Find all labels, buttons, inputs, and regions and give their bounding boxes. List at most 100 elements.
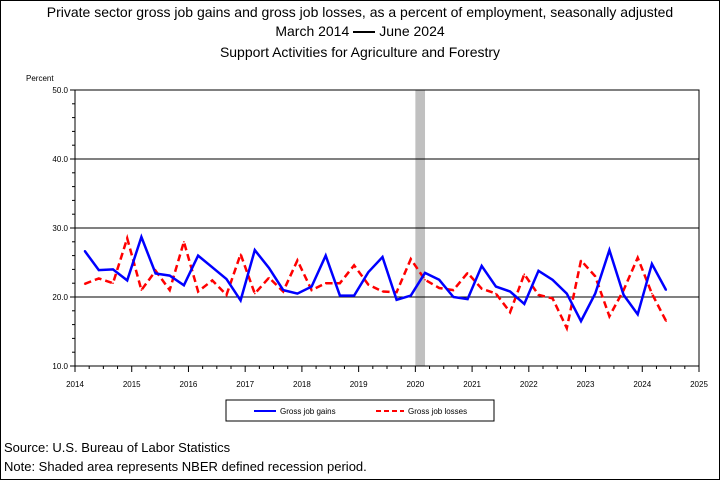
point-gains-23 [410,294,412,297]
series-line-gross-job-gains [83,233,668,324]
point-losses-26 [452,289,455,291]
minor-ticks [72,103,700,372]
y-tick-label-10.0: 10.0 [52,362,68,371]
point-gains-26 [452,296,455,298]
point-losses-21 [381,290,384,293]
point-gains-22 [395,298,398,301]
point-gains-1 [98,269,100,271]
date-range-dash [353,31,376,34]
point-gains-13 [268,267,270,269]
point-gains-32 [537,269,540,272]
point-losses-11 [239,253,242,256]
point-losses-32 [537,294,540,296]
point-gains-38 [622,294,625,296]
date-range-end: June 2024 [379,23,445,39]
point-gains-11 [239,299,242,302]
point-gains-15 [296,292,299,295]
point-losses-0 [83,283,86,285]
point-gains-27 [466,298,469,300]
point-losses-6 [168,289,171,291]
point-gains-3 [126,279,128,282]
point-gains-33 [551,278,554,281]
chart-subtitle: Support Activities for Agriculture and F… [219,44,501,60]
point-gains-16 [310,285,313,288]
point-losses-34 [566,327,568,329]
point-losses-2 [112,282,114,285]
y-tick-label-40.0: 40.0 [52,155,68,164]
point-losses-7 [183,241,185,243]
x-tick-label-2018: 2018 [293,380,311,389]
point-gains-7 [183,284,185,287]
plot-border [74,89,700,367]
y-axis-label: Percent [26,74,54,83]
recession-note: Note: Shaded area represents NBER define… [4,459,367,474]
point-losses-39 [636,256,639,259]
point-gains-37 [608,249,611,251]
point-losses-1 [98,277,100,280]
point-losses-14 [282,290,284,293]
point-gains-14 [282,289,284,291]
point-gains-30 [509,290,511,293]
x-tick-label-2022: 2022 [520,380,538,389]
point-losses-12 [254,292,256,295]
point-losses-37 [608,315,611,318]
point-gains-39 [636,313,639,316]
y-tick-label-20.0: 20.0 [52,293,68,302]
legend-label-gross-job-gains: Gross job gains [280,407,336,416]
x-tick-labels: 2014 2015 2016 2017 2018 2019 2020 2021 2022 2023… [66,380,708,389]
x-tick-label-2017: 2017 [236,380,254,389]
point-gains-29 [495,285,497,288]
x-tick-label-2019: 2019 [350,380,368,389]
gridlines [70,89,699,367]
point-losses-13 [268,276,270,279]
point-gains-40 [651,263,653,265]
point-losses-41 [665,320,667,322]
point-losses-17 [324,282,327,285]
point-losses-22 [395,291,398,293]
x-tick-label-2024: 2024 [633,380,651,389]
y-tick-label-50.0: 50.0 [52,86,68,95]
point-gains-28 [480,265,483,267]
point-losses-29 [495,292,497,295]
point-losses-30 [509,311,511,313]
point-losses-36 [594,275,596,278]
point-losses-23 [410,258,412,260]
point-losses-38 [622,289,625,291]
point-losses-27 [466,272,469,274]
point-losses-16 [310,289,313,291]
data-points [83,236,667,329]
x-tick-label-2015: 2015 [123,380,141,389]
point-losses-15 [296,259,299,262]
point-losses-25 [438,287,440,289]
point-gains-12 [254,249,256,251]
legend-label-gross-job-losses: Gross job losses [408,407,467,416]
x-tick-label-2025: 2025 [690,380,708,389]
point-gains-17 [324,254,327,257]
chart-title: Private sector gross job gains and gross… [46,4,674,20]
point-gains-4 [140,236,143,238]
point-gains-35 [580,320,582,322]
point-losses-35 [580,259,582,262]
point-losses-40 [651,292,653,295]
point-gains-31 [523,303,526,305]
point-losses-28 [480,287,483,290]
x-tick-label-2020: 2020 [406,380,424,389]
point-gains-36 [594,292,596,295]
point-gains-25 [438,278,440,281]
point-gains-21 [381,256,384,258]
y-tick-labels: 10.0 20.0 30.0 40.0 50.0 [52,86,68,371]
point-gains-18 [339,294,341,297]
point-losses-18 [339,282,341,285]
point-losses-3 [126,237,128,240]
x-tick-label-2021: 2021 [463,380,481,389]
x-tick-label-2023: 2023 [577,380,595,389]
series-line-gross-job-losses [84,233,668,332]
point-gains-19 [353,294,355,297]
x-tick-label-2014: 2014 [66,380,84,389]
point-gains-20 [367,271,370,273]
legend: Gross job gains Gross job losses [225,399,495,422]
source-note: Source: U.S. Bureau of Labor Statistics [4,440,231,455]
point-gains-41 [665,289,667,291]
point-losses-33 [551,297,554,300]
